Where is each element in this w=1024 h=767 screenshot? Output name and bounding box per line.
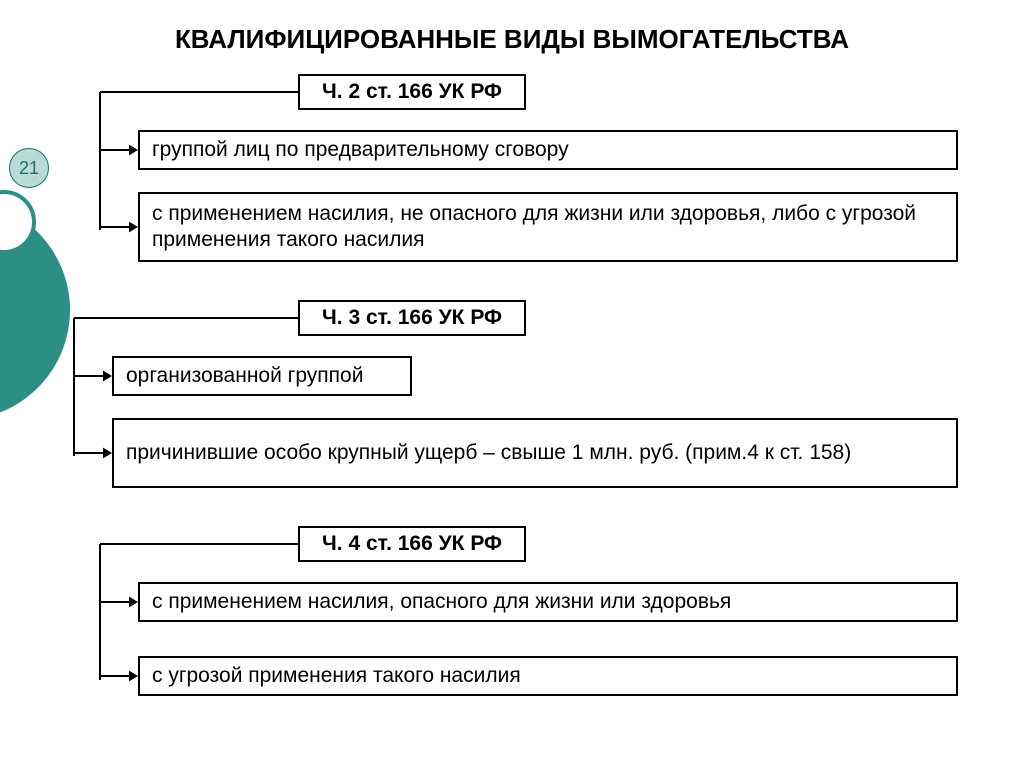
item-box: группой лиц по предварительному сговору xyxy=(138,130,958,170)
item-box: организованной группой xyxy=(112,356,412,396)
section-header: Ч. 3 ст. 166 УК РФ xyxy=(298,300,526,336)
item-box: с применением насилия, не опасного для ж… xyxy=(138,192,958,262)
item-box: с угрозой применения такого насилия xyxy=(138,656,958,696)
item-box: причинившие особо крупный ущерб – свыше … xyxy=(112,418,958,488)
section-header: Ч. 2 ст. 166 УК РФ xyxy=(298,74,526,110)
page-title: КВАЛИФИЦИРОВАННЫЕ ВИДЫ ВЫМОГАТЕЛЬСТВА xyxy=(0,24,1024,55)
slide-number-badge: 21 xyxy=(9,148,49,188)
slide-number-label: 21 xyxy=(19,158,39,179)
item-box: с применением насилия, опасного для жизн… xyxy=(138,582,958,622)
section-header: Ч. 4 ст. 166 УК РФ xyxy=(298,526,526,562)
